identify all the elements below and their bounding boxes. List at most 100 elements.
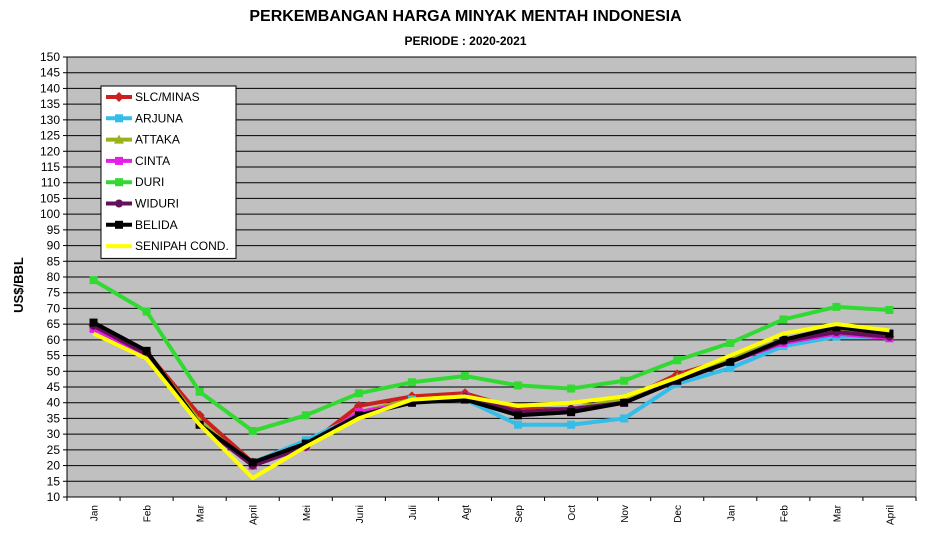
y-tick-label: 100 xyxy=(40,207,60,221)
data-point xyxy=(779,335,788,344)
y-tick-label: 70 xyxy=(47,301,61,315)
data-point xyxy=(195,387,204,396)
y-tick-label: 75 xyxy=(47,286,61,300)
data-point xyxy=(460,372,469,380)
data-point xyxy=(89,276,98,285)
legend: SLC/MINAS ARJUNA ATTAKA CINTA DURI WIDURI BELI… xyxy=(100,85,237,259)
y-tick-label: 65 xyxy=(47,317,61,331)
data-point xyxy=(726,357,735,366)
y-tick-label: 30 xyxy=(47,427,61,441)
chart-title: PERKEMBANGAN HARGA MINYAK MENTAH INDONES… xyxy=(249,8,682,25)
x-tick-label: Mar xyxy=(196,504,207,522)
y-tick-label: 80 xyxy=(47,270,61,284)
chart-subtitle: PERIODE : 2020-2021 xyxy=(404,34,527,48)
data-point xyxy=(567,420,576,429)
y-tick-label: 110 xyxy=(41,176,60,190)
data-point xyxy=(726,339,735,347)
legend-label: ATTAKA xyxy=(135,133,180,147)
data-point xyxy=(354,411,363,420)
series-senipah-cond- xyxy=(92,322,890,481)
legend-marker xyxy=(114,134,124,144)
y-axis-label: US$/BBL xyxy=(11,257,26,313)
y-tick-label: 115 xyxy=(41,160,60,174)
y-tick-label: 125 xyxy=(40,129,60,143)
data-point xyxy=(514,381,523,390)
legend-item: ATTAKA xyxy=(106,133,180,147)
y-tick-label: 135 xyxy=(40,97,60,111)
legend-label: SENIPAH COND. xyxy=(135,239,229,253)
legend-marker xyxy=(115,220,123,229)
data-point xyxy=(301,439,310,448)
x-tick-label: April xyxy=(885,505,896,525)
legend-label: CINTA xyxy=(135,154,170,168)
data-point xyxy=(567,384,576,393)
data-point xyxy=(460,395,469,404)
x-tick-label: Jan xyxy=(90,505,101,521)
legend-item: SLC/MINAS xyxy=(106,90,200,104)
legend-marker xyxy=(115,178,123,187)
legend-label: ARJUNA xyxy=(135,111,183,125)
y-tick-label: 95 xyxy=(47,223,61,237)
series-duri xyxy=(89,276,894,435)
data-point xyxy=(142,307,151,316)
x-tick-label: Jan xyxy=(726,505,737,521)
data-point xyxy=(407,378,416,387)
legend-label: DURI xyxy=(135,175,164,189)
y-axis-ticks: 1015202530354045505560657075808590951001… xyxy=(40,50,67,504)
legend-marker xyxy=(115,156,123,165)
data-point xyxy=(832,302,841,311)
y-tick-label: 35 xyxy=(47,411,61,425)
y-tick-label: 140 xyxy=(40,81,60,95)
data-point xyxy=(514,420,523,429)
series-lines xyxy=(88,276,895,481)
data-point xyxy=(673,356,682,365)
legend-marker xyxy=(115,114,123,123)
x-axis-ticks: Jan Feb Mar April Mei Juni Juli Agt Sep Oct Nov Dec… xyxy=(66,497,917,525)
legend-box xyxy=(100,85,237,259)
data-point xyxy=(885,306,894,314)
legend-label: BELIDA xyxy=(135,218,178,232)
x-tick-label: Feb xyxy=(143,505,154,523)
y-tick-label: 40 xyxy=(47,396,61,410)
y-tick-label: 145 xyxy=(40,66,60,80)
x-tick-label: Juli xyxy=(408,505,419,520)
data-point xyxy=(673,376,682,385)
legend-marker xyxy=(115,199,123,208)
y-tick-label: 20 xyxy=(47,459,61,473)
y-tick-label: 120 xyxy=(40,144,60,158)
data-point xyxy=(514,411,523,420)
x-tick-label: Juni xyxy=(355,505,366,523)
x-tick-label: Feb xyxy=(779,505,790,523)
data-point xyxy=(779,315,788,324)
x-tick-label: Nov xyxy=(620,505,631,523)
data-point xyxy=(301,411,310,420)
y-tick-label: 25 xyxy=(47,443,61,457)
y-tick-label: 130 xyxy=(40,113,60,127)
y-tick-label: 15 xyxy=(47,474,61,488)
data-point xyxy=(354,389,363,398)
y-tick-label: 90 xyxy=(47,239,61,253)
legend-item: DURI xyxy=(106,175,164,189)
data-point xyxy=(620,376,629,385)
legend-label: WIDURI xyxy=(135,197,179,211)
x-tick-label: Sep xyxy=(514,505,525,523)
data-point xyxy=(620,398,629,407)
legend-item: CINTA xyxy=(106,154,170,168)
x-tick-label: Agt xyxy=(461,505,472,520)
y-tick-label: 85 xyxy=(47,254,61,268)
data-point xyxy=(248,427,257,435)
legend-label: SLC/MINAS xyxy=(135,90,200,104)
series-line xyxy=(92,278,890,433)
data-point xyxy=(832,323,841,332)
x-tick-label: April xyxy=(249,505,260,525)
y-tick-label: 45 xyxy=(47,380,61,394)
data-point xyxy=(248,458,257,467)
legend-marker xyxy=(114,92,124,102)
legend-item: ARJUNA xyxy=(106,111,183,125)
x-tick-label: Mei xyxy=(302,505,313,521)
x-tick-label: Mar xyxy=(832,504,843,522)
y-tick-label: 150 xyxy=(40,50,60,64)
data-point xyxy=(620,414,629,423)
data-point xyxy=(407,398,416,407)
